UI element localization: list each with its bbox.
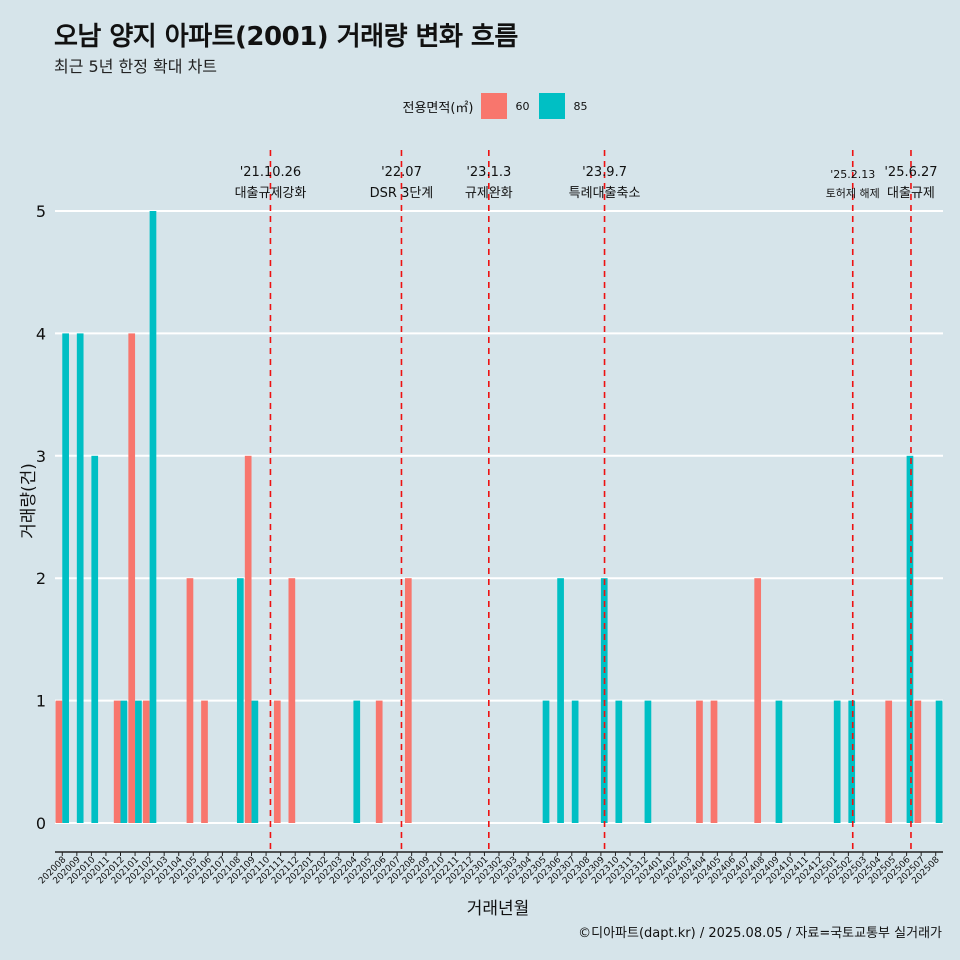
event-label: 대출규제 [887, 186, 935, 201]
bar-85-202102 [149, 211, 157, 823]
bar-60-202109 [244, 455, 252, 823]
bar-85-202506 [906, 455, 914, 823]
bar-85-202009 [76, 333, 84, 823]
bar-60-202505 [885, 700, 893, 823]
x-axis-title: 거래년월 [467, 899, 530, 919]
bar-60-202208 [404, 578, 412, 823]
event-label: 대출규제강화 [235, 186, 307, 201]
bar-60-202105 [186, 578, 194, 823]
bar-85-202101 [135, 700, 142, 823]
y-axis-title: 거래량(건) [19, 463, 39, 539]
y-tick-label: 1 [36, 692, 46, 711]
bar-60-202012 [113, 700, 121, 823]
event-date: '23.9.7 [582, 165, 627, 180]
bar-60-202106 [201, 700, 208, 823]
bar-85-202508 [935, 700, 943, 823]
bar-60-202102 [142, 700, 150, 823]
event-date: '25.2.13 [830, 168, 875, 181]
bar-85-202010 [91, 455, 99, 823]
legend-label-85: 85 [573, 99, 588, 113]
bar-60-202206 [375, 700, 383, 823]
event-date: '23.1.3 [466, 165, 511, 180]
legend-key-85 [539, 93, 566, 119]
bar-60-202008 [55, 700, 63, 823]
y-tick-label: 3 [36, 447, 46, 466]
bar-85-202109 [251, 700, 259, 823]
bar-85-202307 [571, 700, 579, 823]
bar-85-202312 [644, 700, 652, 823]
bar-60-202408 [754, 578, 762, 823]
y-tick-label: 0 [36, 814, 46, 833]
legend-title: 전용면적(㎡) [402, 100, 474, 116]
event-date: '22.07 [381, 165, 422, 180]
bar-60-202112 [288, 578, 296, 823]
bar-60-202404 [696, 700, 703, 823]
bar-85-202501 [833, 700, 841, 823]
bar-85-202108 [236, 578, 244, 823]
bar-60-202101 [128, 333, 136, 823]
bar-85-202008 [62, 333, 69, 823]
legend: 전용면적(㎡) 60 85 [0, 93, 960, 119]
caption: ©디아파트(dapt.kr) / 2025.08.05 / 자료=국토교통부 실… [578, 926, 942, 941]
legend-label-60: 60 [515, 99, 530, 113]
bar-85-202305 [542, 700, 550, 823]
event-date: '25.6.27 [884, 165, 937, 180]
event-label: 특례대출축소 [569, 186, 641, 201]
chart-title: 오남 양지 아파트(2001) 거래량 변화 흐름 [54, 22, 518, 52]
y-tick-label: 2 [36, 569, 46, 588]
bar-85-202502 [848, 700, 856, 823]
event-date: '21.10.26 [240, 165, 301, 180]
bar-85-202306 [557, 578, 564, 823]
event-label: 규제완화 [465, 186, 513, 201]
bar-60-202111 [273, 700, 281, 823]
bar-85-202204 [353, 700, 361, 823]
bar-85-202012 [120, 700, 128, 823]
legend-key-60 [481, 93, 508, 119]
y-tick-label: 5 [36, 202, 46, 221]
bar-60-202507 [914, 700, 922, 823]
bar-85-202310 [615, 700, 623, 823]
y-tick-label: 4 [36, 324, 46, 343]
event-label: DSR 3단계 [370, 186, 434, 201]
chart-subtitle: 최근 5년 한정 확대 차트 [54, 57, 218, 76]
event-label: 토허제 해제 [826, 186, 880, 200]
bar-85-202409 [775, 700, 783, 823]
bar-60-202405 [710, 700, 718, 823]
